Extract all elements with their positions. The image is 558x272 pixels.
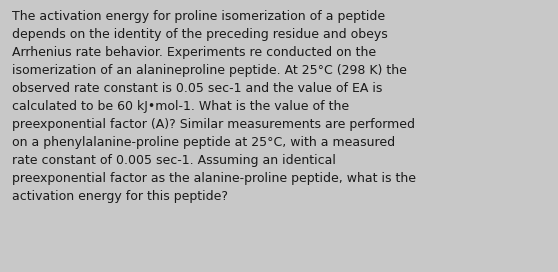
Text: The activation energy for proline isomerization of a peptide
depends on the iden: The activation energy for proline isomer… [12, 10, 416, 203]
